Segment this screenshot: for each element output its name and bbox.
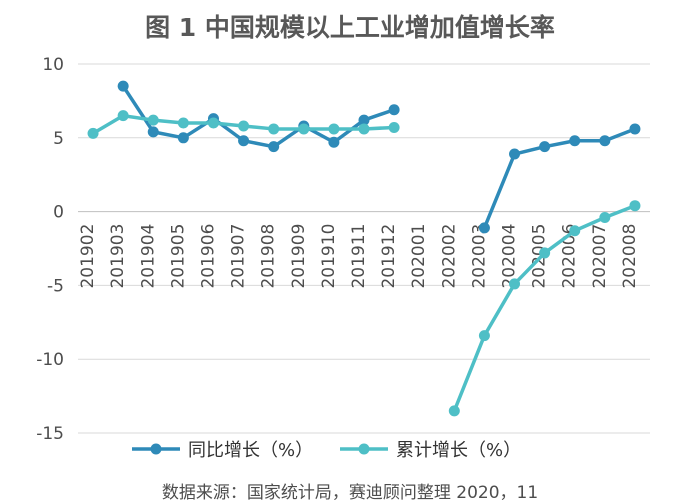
y-tick-label: 5 xyxy=(53,129,64,149)
data-point xyxy=(599,212,611,224)
x-tick-label: 201907 xyxy=(229,224,249,289)
data-point xyxy=(569,135,581,147)
data-point xyxy=(238,135,250,147)
source-note: 数据来源：国家统计局，赛迪顾问整理 2020，11 xyxy=(161,483,539,503)
x-tick-label: 201911 xyxy=(349,224,369,289)
data-point xyxy=(177,117,189,129)
data-point xyxy=(177,132,189,144)
x-tick-label: 202001 xyxy=(409,224,429,289)
data-point xyxy=(388,104,400,116)
legend-marker xyxy=(358,443,370,455)
data-point xyxy=(509,278,521,290)
series-1 xyxy=(117,80,641,234)
y-tick-label: -5 xyxy=(47,276,64,296)
data-point xyxy=(448,405,460,417)
x-tick-label: 201908 xyxy=(259,224,279,289)
y-tick-label: -10 xyxy=(36,350,64,370)
x-tick-label: 202008 xyxy=(620,224,640,289)
data-point xyxy=(328,123,340,135)
data-point xyxy=(388,121,400,133)
data-point xyxy=(268,123,280,135)
data-point xyxy=(539,247,551,259)
legend-marker xyxy=(150,443,162,455)
x-tick-label: 201903 xyxy=(108,224,128,289)
data-point xyxy=(358,114,370,126)
data-point xyxy=(599,135,611,147)
data-point xyxy=(298,123,310,135)
data-point xyxy=(629,200,641,212)
data-point xyxy=(478,330,490,342)
x-tick-label: 201905 xyxy=(168,224,188,289)
x-tick-label: 201902 xyxy=(78,224,98,289)
legend-label: 同比增长（%） xyxy=(188,440,313,461)
data-point xyxy=(238,120,250,132)
x-tick-label: 202007 xyxy=(590,224,610,289)
x-tick-label: 201909 xyxy=(289,224,309,289)
y-tick-label: 10 xyxy=(42,55,64,75)
y-tick-label: -15 xyxy=(36,424,64,444)
data-point xyxy=(207,117,219,129)
data-point xyxy=(328,136,340,148)
data-point xyxy=(569,225,581,237)
data-point xyxy=(147,126,159,138)
x-tick-label: 202004 xyxy=(500,224,520,289)
x-tick-label: 201906 xyxy=(198,224,218,289)
y-tick-label: 0 xyxy=(53,203,64,223)
data-point xyxy=(539,141,551,153)
series-2 xyxy=(87,110,641,417)
data-point xyxy=(358,123,370,135)
data-point xyxy=(117,110,129,122)
data-point xyxy=(629,123,641,135)
data-point xyxy=(509,148,521,160)
x-tick-label: 202002 xyxy=(439,224,459,289)
series-line xyxy=(121,85,395,149)
data-point xyxy=(147,114,159,126)
data-point xyxy=(268,141,280,153)
legend-label: 累计增长（%） xyxy=(396,440,521,461)
x-tick-label: 201904 xyxy=(138,224,158,289)
x-tick-label: 201910 xyxy=(319,224,339,289)
data-point xyxy=(87,127,99,139)
x-tick-label: 202003 xyxy=(469,224,489,289)
chart-title: 图 1 中国规模以上工业增加值增长率 xyxy=(145,13,555,42)
x-tick-label: 201912 xyxy=(379,224,399,289)
data-point xyxy=(117,80,129,92)
data-point xyxy=(478,222,490,234)
